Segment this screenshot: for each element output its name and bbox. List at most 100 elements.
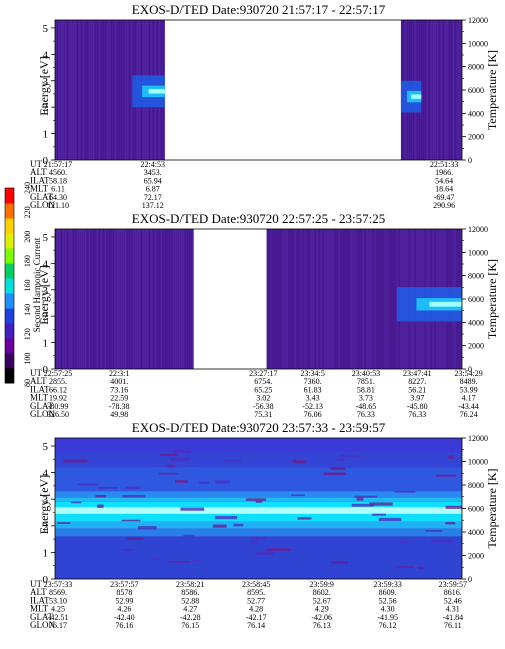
energy-tick-label: 2 bbox=[43, 102, 49, 114]
energy-tick-label: 2 bbox=[43, 311, 49, 323]
texture-stripe bbox=[107, 20, 108, 160]
texture-patch bbox=[122, 494, 146, 498]
texture-stripe bbox=[105, 20, 106, 160]
texture-stripe bbox=[292, 229, 294, 369]
texture-stripe bbox=[390, 229, 392, 369]
ephemeris-label: ALT bbox=[30, 376, 47, 386]
texture-patch bbox=[95, 494, 107, 498]
ephemeris-value: 56.21 bbox=[408, 385, 426, 394]
texture-patch bbox=[152, 558, 160, 560]
temp-tick-label: 4000 bbox=[468, 318, 484, 327]
energy-axis-label: Energy [eV] bbox=[37, 56, 51, 115]
ephemeris-value: 4001. bbox=[110, 377, 128, 386]
texture-stripe bbox=[161, 229, 162, 369]
texture-patch bbox=[369, 502, 393, 506]
texture-patch bbox=[397, 566, 414, 568]
texture-stripe bbox=[105, 229, 106, 369]
energy-tick-label: 0 bbox=[43, 574, 49, 586]
energy-tick-label: 0 bbox=[43, 364, 49, 376]
ephemeris-value: 23:59:9 bbox=[309, 580, 333, 589]
texture-stripe bbox=[85, 20, 86, 160]
texture-stripe bbox=[358, 229, 360, 369]
texture-stripe bbox=[63, 229, 64, 369]
texture-stripe bbox=[183, 229, 184, 369]
texture-stripe bbox=[113, 20, 114, 160]
texture-stripe bbox=[456, 20, 458, 160]
panel-title: EXOS-D/TED Date:930720 22:57:25 - 23:57:… bbox=[132, 211, 385, 226]
texture-stripe bbox=[177, 229, 178, 369]
ephemeris-value: 19.92 bbox=[49, 394, 67, 403]
texture-patch bbox=[77, 483, 99, 486]
temp-tick-label: 4000 bbox=[468, 109, 484, 118]
ephemeris-value: 4.30 bbox=[381, 605, 395, 614]
texture-stripe bbox=[181, 229, 182, 369]
bright-peak bbox=[411, 94, 422, 99]
texture-stripe bbox=[73, 229, 74, 369]
texture-stripe bbox=[372, 229, 374, 369]
texture-stripe bbox=[364, 229, 366, 369]
texture-stripe bbox=[368, 229, 370, 369]
energy-band bbox=[55, 467, 462, 492]
texture-stripe bbox=[115, 20, 116, 160]
texture-patch bbox=[292, 459, 307, 464]
energy-tick-label: 1 bbox=[43, 338, 49, 350]
texture-patch bbox=[158, 472, 179, 475]
ephemeris-value: 2855. bbox=[49, 377, 67, 386]
texture-stripe bbox=[117, 229, 118, 369]
texture-stripe bbox=[113, 229, 114, 369]
texture-stripe bbox=[290, 229, 292, 369]
ephemeris-table: UTALTILATMLTGLATGLON21:57:174560.58.186.… bbox=[30, 159, 458, 210]
colorbar-swatch bbox=[5, 308, 14, 324]
texture-stripe bbox=[159, 229, 160, 369]
texture-stripe bbox=[59, 229, 60, 369]
texture-stripe bbox=[139, 229, 140, 369]
texture-patch bbox=[351, 503, 374, 507]
ephemeris-value: 326.50 bbox=[47, 410, 69, 419]
texture-stripe bbox=[131, 229, 132, 369]
ephemeris-value: 73.16 bbox=[110, 385, 128, 394]
texture-stripe bbox=[350, 229, 352, 369]
texture-stripe bbox=[356, 229, 358, 369]
texture-stripe bbox=[57, 20, 58, 160]
texture-patch bbox=[245, 498, 267, 501]
ephemeris-value: -45.80 bbox=[407, 402, 428, 411]
ephemeris-value: 8602. bbox=[313, 588, 331, 597]
ephemeris-value: 61.83 bbox=[304, 385, 322, 394]
colorbar-frame bbox=[4, 187, 15, 384]
texture-patch bbox=[168, 561, 190, 563]
texture-stripe bbox=[115, 229, 116, 369]
colorbar-swatch bbox=[5, 338, 14, 354]
texture-stripe bbox=[163, 229, 164, 369]
ephemeris-value: 23:59:57 bbox=[439, 580, 467, 589]
ephemeris-label: ILAT bbox=[30, 384, 50, 394]
texture-stripe bbox=[434, 20, 436, 160]
ephemeris-label: GLAT bbox=[30, 192, 53, 202]
texture-stripe bbox=[326, 229, 328, 369]
texture-stripe bbox=[332, 229, 334, 369]
texture-patch bbox=[63, 459, 88, 463]
ephemeris-value: 4.31 bbox=[446, 605, 460, 614]
texture-stripe bbox=[340, 229, 342, 369]
texture-stripe bbox=[436, 20, 438, 160]
ephemeris-value: -43.44 bbox=[458, 402, 479, 411]
texture-stripe bbox=[75, 229, 76, 369]
ephemeris-value: 49.98 bbox=[110, 410, 128, 419]
texture-stripe bbox=[155, 229, 156, 369]
texture-stripe bbox=[286, 229, 288, 369]
ephemeris-value: 4.27 bbox=[183, 605, 197, 614]
texture-patch bbox=[159, 453, 179, 456]
colorbar-tick: 160 bbox=[23, 280, 32, 292]
texture-stripe bbox=[328, 229, 330, 369]
ephemeris-value: 52.88 bbox=[181, 596, 199, 605]
texture-stripe bbox=[133, 229, 134, 369]
texture-stripe bbox=[284, 229, 286, 369]
texture-patch bbox=[250, 540, 258, 545]
texture-stripe bbox=[266, 229, 268, 369]
texture-stripe bbox=[193, 229, 194, 369]
texture-stripe bbox=[274, 229, 276, 369]
ephemeris-value: 76.17 bbox=[49, 621, 67, 630]
spectrogram-data bbox=[55, 20, 462, 160]
ephemeris-label: ALT bbox=[30, 587, 47, 597]
energy-tick-label: 1 bbox=[43, 547, 49, 559]
texture-stripe bbox=[103, 20, 104, 160]
